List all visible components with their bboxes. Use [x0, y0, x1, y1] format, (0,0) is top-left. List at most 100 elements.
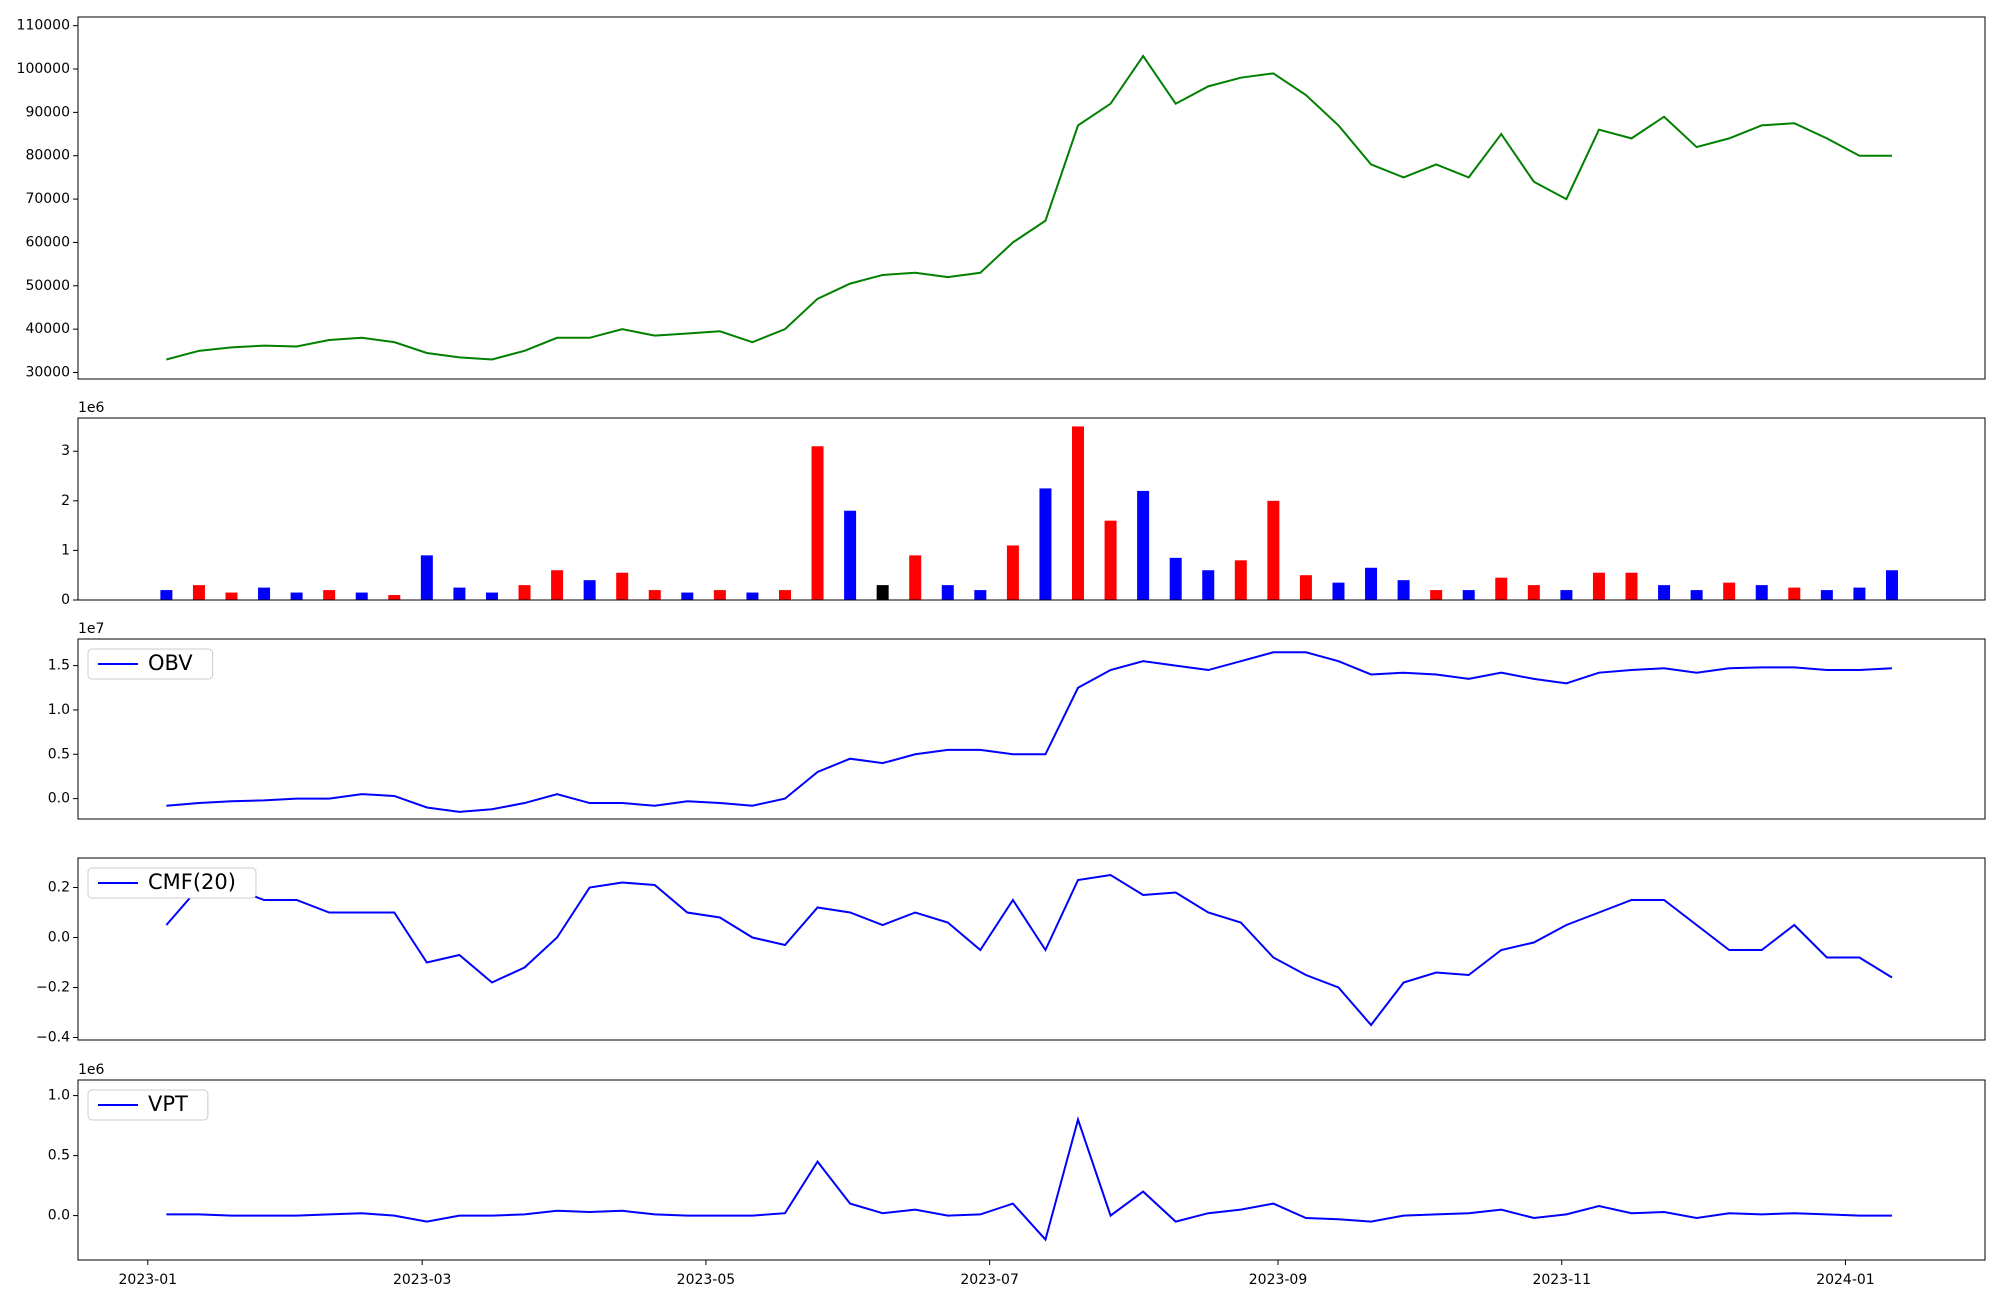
y-tick-label: 2 [61, 493, 70, 509]
bar [1039, 488, 1052, 600]
bar [583, 580, 596, 600]
offset-text: 1e6 [78, 400, 105, 416]
bar [811, 446, 824, 600]
legend: CMF(20) [87, 867, 257, 899]
y-tick-label: 110000 [17, 18, 70, 34]
bar [909, 555, 922, 600]
y-tick-label: 0.0 [48, 1208, 70, 1224]
bar [1299, 575, 1312, 600]
y-tick-label: 1.5 [48, 658, 70, 674]
y-tick-label: 0.5 [48, 1148, 70, 1164]
bar [192, 585, 205, 600]
bar [258, 587, 271, 600]
bar [1397, 580, 1410, 600]
legend: OBV [87, 648, 214, 680]
bar [1462, 590, 1475, 600]
plot-frame [77, 638, 1986, 820]
bar [1853, 587, 1866, 600]
bar [1495, 577, 1508, 600]
bar [1169, 557, 1182, 600]
bar [1820, 590, 1833, 600]
bar [1006, 545, 1019, 600]
bar [485, 592, 498, 600]
plot-frame [77, 857, 1986, 1041]
bar [713, 590, 726, 600]
bar [1202, 570, 1215, 600]
bar [1234, 560, 1247, 600]
legend-box [87, 1089, 209, 1121]
y-tick-label: 1.0 [48, 1088, 70, 1104]
bar [1788, 587, 1801, 600]
legend-box [87, 867, 257, 899]
bar [648, 590, 661, 600]
x-tick-label: 2023-05 [677, 1272, 736, 1288]
y-tick-label: 50000 [25, 278, 70, 294]
bar [388, 595, 401, 600]
y-tick-label: 60000 [25, 234, 70, 250]
y-tick-label: 0.5 [48, 746, 70, 762]
y-tick-label: 0 [61, 592, 70, 608]
bar [1527, 585, 1540, 600]
y-tick-label: 70000 [25, 191, 70, 207]
bar [355, 592, 368, 600]
bar [1755, 585, 1768, 600]
x-tick-label: 2024-01 [1816, 1272, 1875, 1288]
bar [518, 585, 531, 600]
bar [1690, 590, 1703, 600]
bar [420, 555, 433, 600]
bar [1072, 426, 1085, 600]
bar [1430, 590, 1443, 600]
bar [616, 572, 629, 600]
bar [1658, 585, 1671, 600]
bar [681, 592, 694, 600]
y-tick-label: 100000 [17, 61, 70, 77]
line [166, 1116, 1892, 1242]
offset-text: 1e7 [78, 621, 104, 637]
line [166, 54, 1892, 361]
bar [844, 510, 857, 600]
bar [551, 570, 564, 600]
plot-frame [77, 417, 1986, 601]
line [166, 651, 1893, 813]
x-tick-label: 2023-09 [1249, 1272, 1308, 1288]
y-tick-label: 1 [61, 542, 70, 558]
legend-label: VPT [148, 1092, 188, 1116]
bar [941, 585, 954, 600]
y-tick-label: 3 [61, 443, 70, 459]
bar [1592, 572, 1605, 600]
legend: VPT [87, 1089, 209, 1121]
bar [1723, 582, 1736, 600]
bar [1104, 520, 1117, 600]
x-tick-label: 2023-07 [960, 1272, 1019, 1288]
y-tick-label: 0.2 [48, 880, 70, 896]
y-tick-label: −0.2 [36, 980, 70, 996]
bar [876, 585, 889, 600]
bar [225, 592, 238, 600]
x-tick-label: 2023-01 [119, 1272, 178, 1288]
legend-label: CMF(20) [148, 870, 236, 894]
bar [1885, 570, 1898, 600]
line [165, 873, 1893, 1027]
offset-text: 1e6 [78, 1062, 105, 1078]
plot-frame [77, 16, 1986, 380]
bar [974, 590, 987, 600]
y-tick-label: 80000 [25, 148, 70, 164]
y-tick-label: 30000 [25, 364, 70, 380]
bar [778, 590, 791, 600]
bar [453, 587, 466, 600]
plot-frame [77, 1079, 1986, 1261]
bar [160, 590, 173, 600]
bar [1560, 590, 1573, 600]
y-tick-label: 90000 [25, 104, 70, 120]
y-tick-label: 40000 [25, 321, 70, 337]
bar [290, 592, 303, 600]
y-tick-label: 0.0 [48, 791, 70, 807]
legend-label: OBV [148, 651, 193, 675]
bar [746, 592, 759, 600]
bar [1625, 572, 1638, 600]
bar [1267, 500, 1280, 600]
legend-box [87, 648, 214, 680]
y-tick-label: 0.0 [48, 930, 70, 946]
